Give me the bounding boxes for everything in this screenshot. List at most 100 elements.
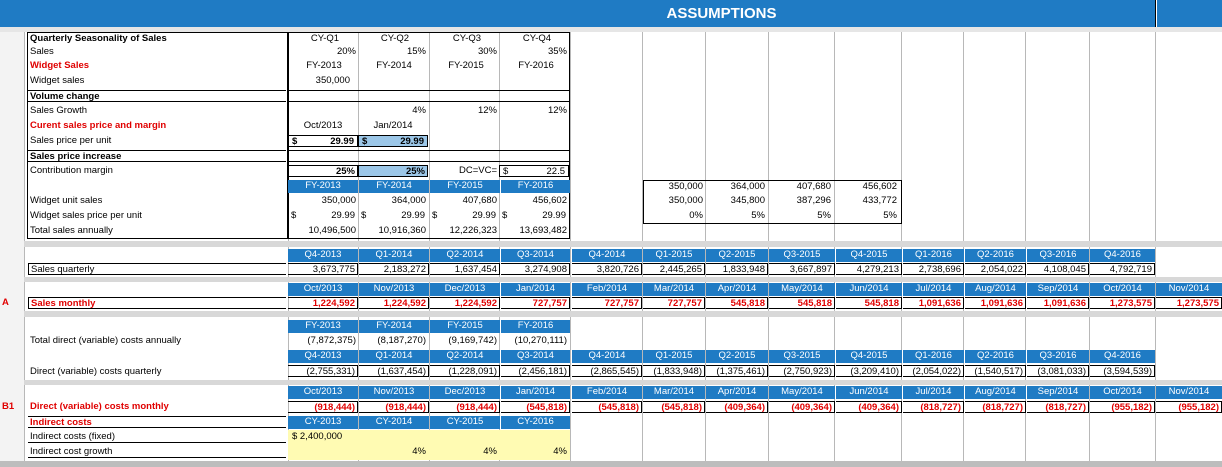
sales-quarterly-6: 2,445,265	[643, 263, 705, 275]
fy-hdr2-2013: FY-2013	[288, 320, 358, 333]
label-sales-growth: Sales Growth	[30, 105, 88, 116]
currency-symbol: $	[503, 166, 509, 177]
month-header-2-5: Feb/2014	[572, 386, 642, 399]
sales-monthly-9: 545,818	[836, 297, 902, 309]
sales-quarterly-10: 2,738,696	[903, 263, 964, 275]
indirect-growth-2014[interactable]: 4%	[412, 446, 426, 457]
contrib-cell-2[interactable]: 25%	[358, 165, 428, 177]
quarter-header-2-1: Q4-2013	[288, 350, 358, 363]
price-cell-1[interactable]: $ 29.99	[288, 135, 358, 147]
quarter-header-2-2: Q1-2014	[359, 350, 429, 363]
label-indirect-fixed: Indirect costs (fixed)	[28, 431, 286, 443]
indirect-fixed-value[interactable]: $ 2,400,000	[292, 431, 343, 442]
currency-symbol: $	[291, 210, 297, 221]
quarter-header-2-13: Q4-2016	[1090, 350, 1155, 363]
quarter-header-3: Q2-2014	[430, 249, 500, 262]
month-header-2-13: Oct/2014	[1090, 386, 1155, 399]
month-header-2-11: Aug/2014	[965, 386, 1026, 399]
sales-quarterly-8: 3,667,897	[769, 263, 835, 275]
month-header-2-10: Jul/2014	[903, 386, 964, 399]
hdr-cy-q3: CY-Q3	[452, 33, 482, 44]
side-r2-3: 387,296	[796, 195, 831, 206]
month-header-2-12: Sep/2014	[1027, 386, 1089, 399]
month-header-14: Nov/2014	[1156, 283, 1222, 296]
sales-quarterly-4: 3,274,908	[501, 263, 570, 275]
fy-short-2: FY-2014	[376, 60, 412, 71]
direct-costs-quarterly-10: (2,054,022)	[903, 365, 964, 377]
contrib-cell-1[interactable]: 25%	[288, 165, 358, 177]
sales-quarterly-5: 3,820,726	[572, 263, 642, 275]
quarter-header-13: Q4-2016	[1090, 249, 1155, 262]
quarter-header-4: Q3-2014	[501, 249, 570, 262]
label-volume-change: Volume change	[28, 90, 286, 102]
quarter-header-2-6: Q1-2015	[643, 350, 705, 363]
price-2015: $29.99	[429, 210, 499, 222]
growth-q4: 12%	[547, 105, 567, 116]
direct-costs-monthly-12: (818,727)	[1027, 401, 1089, 413]
sales-quarterly-13: 4,792,719	[1090, 263, 1155, 275]
direct-costs-monthly-4: (545,818)	[501, 401, 570, 413]
month-header-8: May/2014	[769, 283, 835, 296]
month-header-2-14: Nov/2014	[1156, 386, 1222, 399]
title-bar: ASSUMPTIONS	[288, 0, 1156, 27]
month-header-4: Jan/2014	[501, 283, 570, 296]
unit-sales-2016: 456,602	[532, 195, 567, 206]
fy-hdr2-2016: FY-2016	[501, 320, 570, 333]
price-2014: $29.99	[358, 210, 428, 222]
separator-2	[24, 277, 1222, 282]
direct-costs-monthly-13: (955,182)	[1090, 401, 1155, 413]
side-r1-4: 456,602	[862, 181, 897, 192]
price-value: 29.99	[400, 136, 424, 147]
gray-strip	[0, 27, 1222, 32]
month-header-6: Mar/2014	[643, 283, 705, 296]
label-total-direct-costs: Total direct (variable) costs annually	[30, 335, 182, 346]
hdr-cy-q4: CY-Q4	[522, 33, 552, 44]
sales-monthly-4: 727,757	[501, 297, 570, 309]
fy-short-1: FY-2013	[306, 60, 342, 71]
indirect-growth-2015[interactable]: 4%	[483, 446, 497, 457]
hdr-cy-q1: CY-Q1	[310, 33, 340, 44]
quarter-header-2-9: Q4-2015	[836, 350, 902, 363]
sales-quarterly-9: 4,279,213	[836, 263, 902, 275]
month-header-2-7: Apr/2014	[706, 386, 768, 399]
direct-costs-quarterly-13: (3,594,539)	[1090, 365, 1155, 377]
direct-costs-monthly-1: (918,444)	[288, 401, 358, 413]
label-price-increase: Sales price increase	[28, 150, 286, 162]
total-sales-2015: 12,226,323	[449, 225, 497, 236]
label-indirect-growth: Indirect cost growth	[28, 446, 286, 458]
fy-hdr2-2014: FY-2014	[359, 320, 429, 333]
indirect-growth-2016[interactable]: 4%	[553, 446, 567, 457]
cy-hdr-2014: CY-2014	[359, 416, 429, 429]
season-q3: 30%	[477, 46, 497, 57]
quarter-header-2-8: Q3-2015	[769, 350, 835, 363]
season-q2: 15%	[406, 46, 426, 57]
sales-monthly-11: 1,091,636	[965, 297, 1026, 309]
sales-quarterly-1: 3,673,775	[288, 263, 358, 275]
direct-costs-monthly-10: (818,727)	[903, 401, 964, 413]
unit-sales-2013: 350,000	[321, 195, 356, 206]
direct-costs-quarterly-3: (1,228,091)	[430, 365, 500, 377]
tdc-2016: (10,270,111)	[514, 335, 567, 346]
left-gray-strip	[0, 32, 24, 467]
label-sales-monthly: Sales monthly	[28, 297, 286, 309]
direct-costs-quarterly-1: (2,755,331)	[288, 365, 358, 377]
month-header-2-3: Dec/2013	[430, 386, 500, 399]
month-header-2-1: Oct/2013	[288, 386, 358, 399]
side-r1-2: 364,000	[730, 181, 765, 192]
quarter-header-2-5: Q4-2014	[572, 350, 642, 363]
price-cell-2[interactable]: $ 29.99	[358, 135, 428, 147]
quarter-header-2-11: Q2-2016	[965, 350, 1026, 363]
dc-vc-value[interactable]: $ 22.5	[499, 165, 569, 177]
direct-costs-quarterly-6: (1,833,948)	[643, 365, 705, 377]
price-incr-row-fill	[288, 150, 570, 162]
cy-hdr-2013: CY-2013	[288, 416, 358, 429]
title-bar-left	[0, 0, 288, 27]
side-r3-2: 5%	[751, 210, 765, 221]
sales-monthly-10: 1,091,636	[903, 297, 964, 309]
direct-costs-quarterly-4: (2,456,181)	[501, 365, 570, 377]
currency-symbol: $	[502, 210, 508, 221]
growth-q3: 12%	[477, 105, 497, 116]
sales-monthly-12: 1,091,636	[1027, 297, 1089, 309]
label-total-sales: Total sales annually	[30, 225, 113, 236]
direct-costs-quarterly-5: (2,865,545)	[572, 365, 642, 377]
